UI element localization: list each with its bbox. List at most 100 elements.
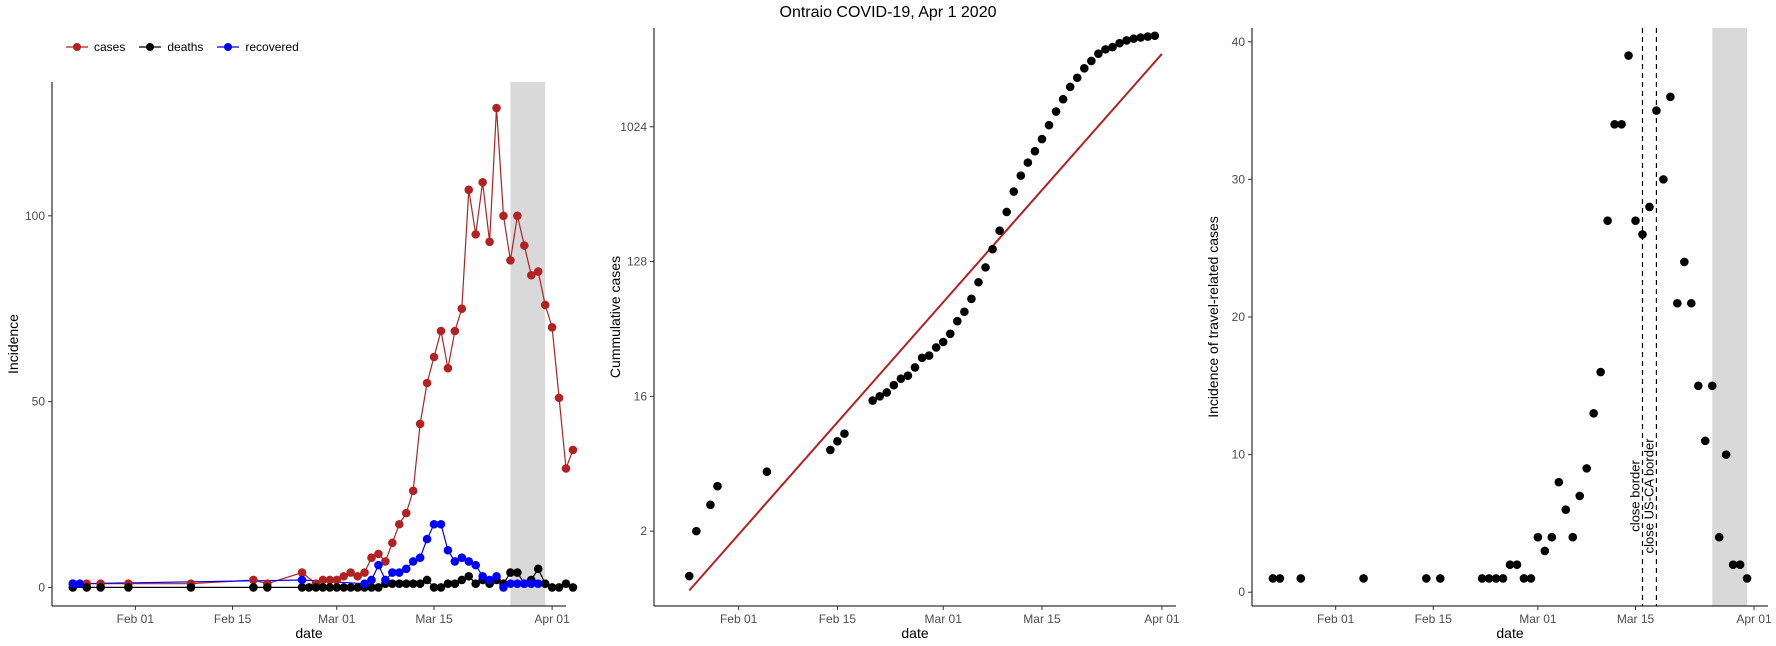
data-point <box>1575 491 1585 501</box>
data-point-cases <box>353 571 362 581</box>
data-point-deaths <box>415 579 425 589</box>
data-point <box>1700 436 1710 446</box>
x-tick-label: Mar 15 <box>1617 612 1655 626</box>
data-point-deaths <box>561 579 571 589</box>
data-point-deaths <box>186 583 196 592</box>
chart-panel-3: Feb 01 Feb 15 Mar 01 Mar 15 Apr 01 0 10 20 30 40 d… <box>1205 28 1772 641</box>
data-point-deaths <box>533 564 543 574</box>
data-point-deaths <box>353 583 362 592</box>
data-point-deaths <box>436 583 446 592</box>
data-point <box>1610 120 1619 129</box>
x-axis-title: date <box>295 625 322 641</box>
data-point <box>1072 73 1082 83</box>
data-point <box>995 226 1004 236</box>
data-point-recovered <box>443 545 453 555</box>
data-point <box>1065 82 1075 92</box>
data-point-cases <box>408 486 418 496</box>
figure-title: Ontraio COVID-19, Apr 1 2020 <box>779 4 997 21</box>
data-point-deaths <box>422 575 432 585</box>
data-point-deaths <box>450 579 460 589</box>
data-point-deaths <box>513 568 522 577</box>
data-point-cases <box>429 352 439 362</box>
data-point <box>931 343 941 352</box>
data-point-recovered <box>533 579 543 589</box>
data-point <box>1150 31 1160 41</box>
data-point <box>1533 532 1543 542</box>
data-point-cases <box>499 211 508 221</box>
data-point-cases <box>568 445 578 455</box>
data-point-deaths <box>374 583 383 592</box>
data-point <box>1693 381 1703 391</box>
data-point-recovered <box>415 553 425 562</box>
data-point-deaths <box>325 583 335 592</box>
data-point <box>1624 51 1633 60</box>
data-point-recovered <box>401 564 411 574</box>
data-point-deaths <box>540 579 550 589</box>
data-point-recovered <box>429 519 439 529</box>
data-point <box>706 500 715 510</box>
data-point-deaths <box>318 583 328 592</box>
data-point <box>692 526 701 536</box>
data-point <box>868 396 877 405</box>
data-point-cases <box>547 322 557 332</box>
data-point-cases <box>346 568 355 577</box>
x-tick-label: Mar 15 <box>1023 612 1061 626</box>
data-point <box>1143 32 1153 41</box>
data-point <box>1512 560 1522 570</box>
x-tick-label: Feb 15 <box>1415 612 1453 626</box>
data-point-cases <box>492 103 501 113</box>
y-tick-label: 16 <box>634 389 648 403</box>
data-point-deaths <box>394 579 404 589</box>
data-point-deaths <box>506 568 515 577</box>
legend-label-deaths: deaths <box>167 40 204 54</box>
data-point <box>1023 158 1033 167</box>
data-point <box>1079 63 1089 73</box>
y-tick-label: 100 <box>25 209 45 223</box>
data-point <box>1568 532 1578 542</box>
data-point <box>1296 574 1306 583</box>
x-tick-label: Mar 01 <box>925 612 963 626</box>
legend-item-deaths: deaths <box>139 40 203 54</box>
y-tick-label: 2 <box>640 524 647 538</box>
data-point-deaths <box>263 583 272 592</box>
data-point-recovered <box>68 579 78 589</box>
data-point-recovered <box>506 579 515 589</box>
data-point <box>1422 574 1431 583</box>
data-point-cases <box>540 300 550 310</box>
data-point <box>1666 92 1675 102</box>
vline-label-1: close border <box>1627 459 1642 531</box>
legend: cases deaths recovered <box>66 40 313 54</box>
data-point-cases <box>561 464 571 473</box>
data-point <box>1002 207 1012 217</box>
legend-item-cases: cases <box>66 40 125 54</box>
vline-label-2: close US-CA border <box>1641 438 1656 554</box>
data-point <box>981 263 990 272</box>
data-point <box>1030 146 1040 156</box>
data-point-deaths <box>443 579 453 589</box>
data-point <box>1603 216 1612 225</box>
data-point-cases <box>374 549 383 559</box>
data-point <box>1673 298 1682 308</box>
data-point-cases <box>381 557 390 566</box>
data-point <box>945 329 955 339</box>
data-point <box>1037 134 1047 144</box>
x-tick-label: Mar 01 <box>1519 612 1557 626</box>
y-tick-label: 30 <box>1232 172 1246 186</box>
data-point-cases <box>471 230 481 239</box>
data-point-deaths <box>408 579 418 589</box>
data-point <box>1115 38 1124 48</box>
y-axis-title: Incidence of travel-related cases <box>1205 216 1221 418</box>
data-point-deaths <box>346 583 355 592</box>
data-point <box>1728 560 1738 570</box>
data-point <box>762 467 772 477</box>
data-point-recovered <box>526 579 536 589</box>
x-tick-label: Apr 01 <box>1736 612 1772 626</box>
data-point <box>840 429 849 438</box>
data-point-cases <box>318 575 328 585</box>
data-point-recovered <box>388 568 397 577</box>
data-point <box>1526 574 1536 583</box>
data-point <box>924 351 934 360</box>
x-tick-label: Feb 01 <box>720 612 758 626</box>
chart-panel-2: Feb 01 Feb 15 Mar 01 Mar 15 Apr 01 2 16 128 1024… <box>607 28 1180 641</box>
data-point <box>713 481 722 491</box>
